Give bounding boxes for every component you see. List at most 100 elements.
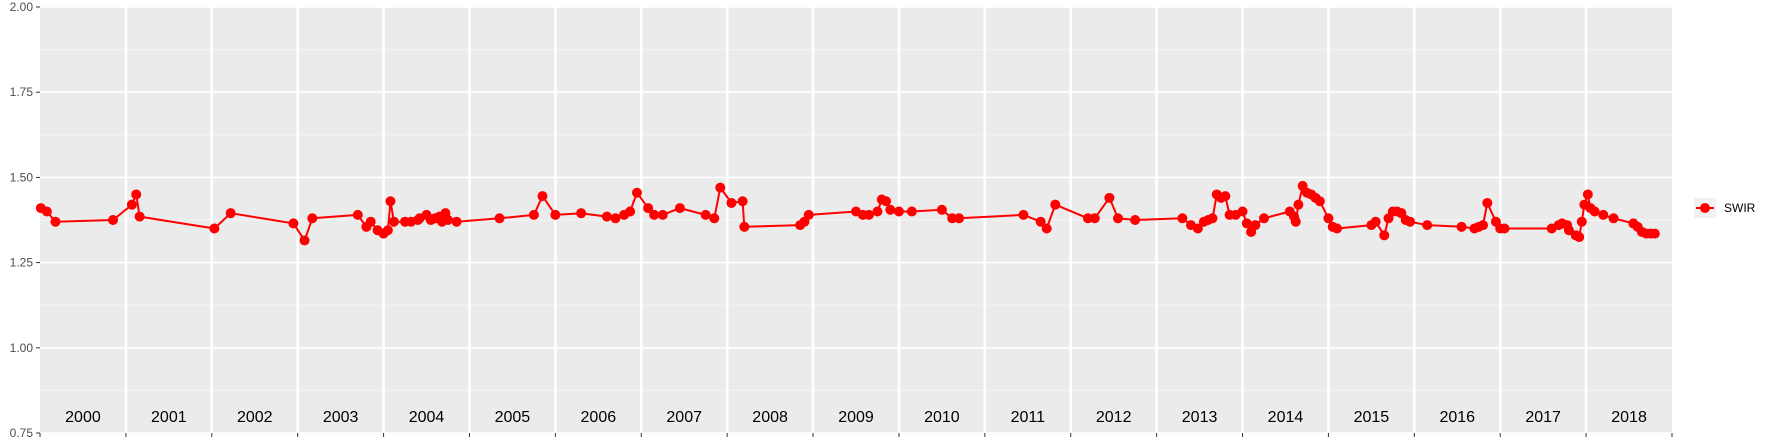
series-swir <box>35 180 1660 246</box>
swir-point <box>1499 223 1510 234</box>
year-label: 2010 <box>924 409 960 426</box>
swir-point <box>1323 213 1334 224</box>
swir-point <box>134 211 145 222</box>
swir-point <box>494 213 505 224</box>
swir-point <box>550 209 561 220</box>
year-label: 2004 <box>409 409 445 426</box>
y-tick-label: 2.00 <box>10 0 34 14</box>
year-label: 2006 <box>581 409 617 426</box>
legend: SWIR <box>1694 198 1756 218</box>
swir-point <box>1598 209 1609 220</box>
y-tick-label: 1.25 <box>10 256 34 270</box>
swir-point <box>700 209 711 220</box>
year-label: 2012 <box>1096 409 1132 426</box>
swir-point <box>131 189 142 200</box>
swir-point <box>1422 220 1433 231</box>
swir-point <box>365 216 376 227</box>
swir-point <box>1314 196 1325 207</box>
swir-point <box>885 204 896 215</box>
swir-point <box>936 204 947 215</box>
swir-point <box>643 203 654 214</box>
swir-point <box>625 206 636 217</box>
swir-point <box>1220 191 1231 202</box>
swir-point <box>1563 225 1574 236</box>
y-tick-label: 0.75 <box>10 426 34 440</box>
year-label: 2002 <box>237 409 273 426</box>
swir-point <box>1130 215 1141 225</box>
swir-point <box>1089 213 1100 224</box>
swir-point <box>610 213 621 224</box>
swir-point <box>649 209 660 220</box>
swir-point <box>1177 213 1188 224</box>
swir-point <box>1050 199 1061 210</box>
swir-point <box>1082 213 1093 224</box>
swir-point <box>209 223 220 234</box>
swir-point <box>382 225 393 236</box>
swir-point <box>388 216 399 227</box>
y-tick-label: 1.00 <box>10 341 34 355</box>
swir-point <box>1649 228 1660 239</box>
swir-point <box>863 209 874 220</box>
swir-point <box>1478 220 1489 231</box>
swir-point <box>1241 218 1252 229</box>
swir-point <box>126 199 137 210</box>
y-axis: 0.75 1.00 1.25 1.50 1.75 2.00 <box>10 0 40 440</box>
swir-point <box>1379 230 1390 241</box>
swir-point <box>1589 206 1600 217</box>
swir-point <box>288 218 299 229</box>
swir-point <box>1104 192 1115 203</box>
series-layer <box>35 180 1660 246</box>
year-label: 2011 <box>1011 409 1046 426</box>
swir-point <box>739 221 750 232</box>
swir-point <box>954 213 965 224</box>
swir-point <box>1290 216 1301 227</box>
swir-point <box>1018 209 1029 220</box>
swir-point <box>631 187 642 198</box>
swir-point <box>893 206 904 217</box>
swir-point <box>1112 213 1123 224</box>
year-label: 2016 <box>1439 409 1475 426</box>
swir-point <box>1293 199 1304 210</box>
swir-point <box>1332 223 1343 234</box>
swir-point <box>1259 213 1269 224</box>
swir-point <box>906 206 917 217</box>
swir-point <box>1035 216 1046 227</box>
y-tick-label: 1.50 <box>10 170 34 184</box>
swir-point <box>674 203 685 214</box>
year-label: 2001 <box>151 409 187 426</box>
swir-point <box>108 215 119 225</box>
swir-point <box>1582 189 1593 200</box>
swir-point <box>715 182 726 193</box>
swir-point <box>576 208 587 219</box>
swir-point <box>1250 220 1261 231</box>
swir-point <box>657 209 668 220</box>
swir-point <box>1574 232 1585 243</box>
swir-point <box>352 209 363 220</box>
swir-point <box>803 209 814 220</box>
year-label: 2017 <box>1525 409 1561 426</box>
year-label: 2015 <box>1354 409 1390 426</box>
swir-point <box>872 206 883 217</box>
legend-point <box>1700 203 1710 213</box>
legend-label-swir: SWIR <box>1724 201 1756 215</box>
year-label: 2014 <box>1268 409 1304 426</box>
year-label: 2009 <box>838 409 874 426</box>
swir-point <box>1370 216 1381 227</box>
legend-key-swir <box>1694 198 1716 218</box>
swir-point <box>225 208 236 219</box>
year-label: 2008 <box>752 409 788 426</box>
swir-point <box>299 235 310 246</box>
swir-point <box>41 206 52 217</box>
swir-point <box>1207 213 1218 224</box>
year-label: 2013 <box>1182 409 1218 426</box>
swir-point <box>307 213 318 224</box>
year-label: 2007 <box>666 409 702 426</box>
swir-point <box>1405 216 1416 227</box>
swir-point <box>881 196 892 207</box>
swir-point <box>709 213 720 224</box>
year-label: 2018 <box>1611 409 1647 426</box>
y-tick-label: 1.75 <box>10 85 34 99</box>
swir-point <box>1608 213 1619 224</box>
swir-point <box>601 211 612 222</box>
swir-point <box>947 213 958 224</box>
